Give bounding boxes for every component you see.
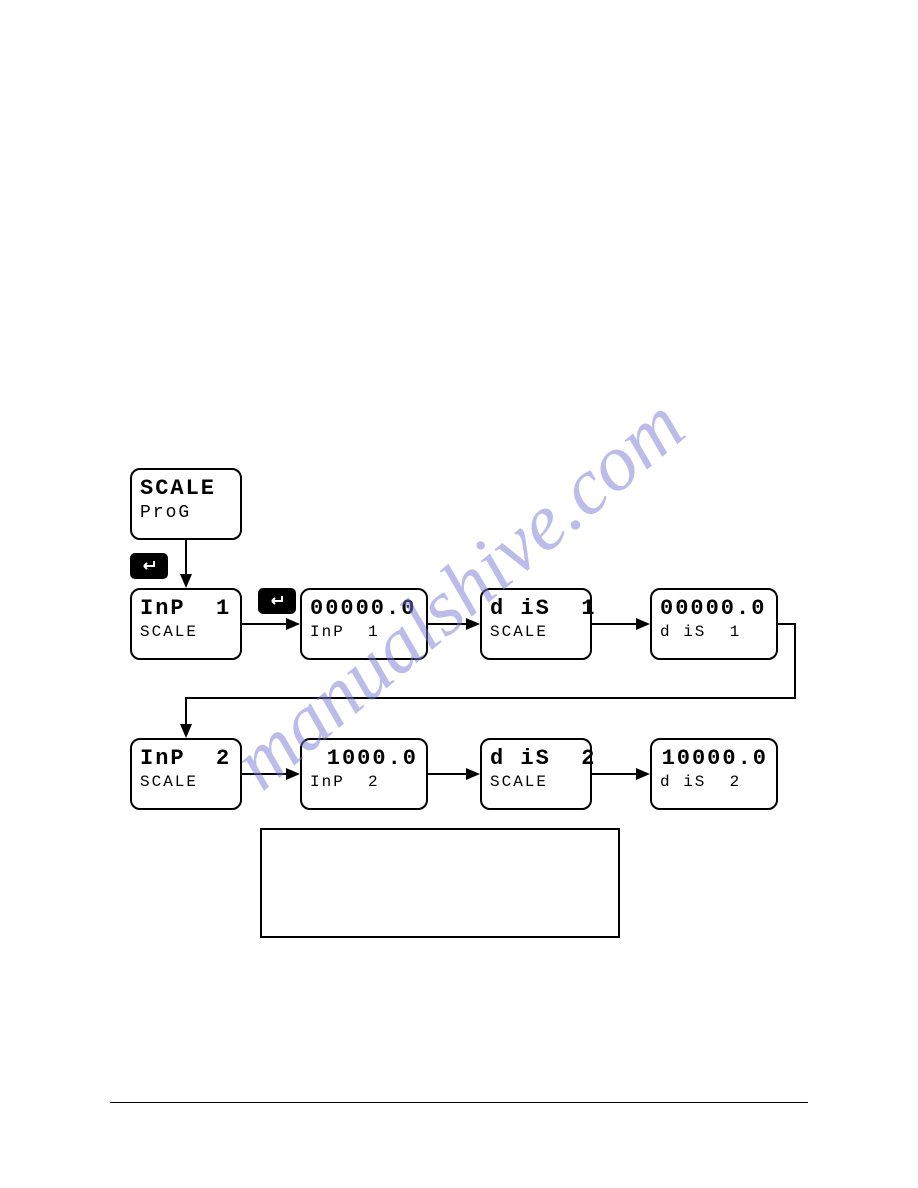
node-bot-text: InP 2 [310,773,418,791]
enter-icon [258,588,296,614]
node-val1: 00000.0 InP 1 [300,588,428,660]
node-top-text: InP 2 [140,746,232,771]
node-bot-text: InP 1 [310,623,418,641]
empty-box [260,828,620,938]
node-bot-text: ProG [140,503,232,523]
node-val2: 1000.0 InP 2 [300,738,428,810]
node-bot-text: SCALE [490,623,582,641]
enter-icon [130,553,168,579]
node-top-text: SCALE [140,476,232,501]
node-top-text: InP 1 [140,596,232,621]
node-bot-text: d iS 2 [660,773,768,791]
node-top-text: 1000.0 [310,746,418,771]
node-bot-text: SCALE [490,773,582,791]
node-dis1: d iS 1 SCALE [480,588,592,660]
node-inp2: InP 2 SCALE [130,738,242,810]
node-top-text: d iS 2 [490,746,582,771]
node-bot-text: SCALE [140,773,232,791]
node-dis2: d iS 2 SCALE [480,738,592,810]
footer-divider [110,1102,808,1103]
node-val-dis2: 10000.0 d iS 2 [650,738,778,810]
node-top-text: 10000.0 [660,746,768,771]
node-inp1: InP 1 SCALE [130,588,242,660]
node-top-text: 00000.0 [310,596,418,621]
node-val-dis1: 00000.0 d iS 1 [650,588,778,660]
flowchart-diagram: SCALE ProG InP 1 SCALE 00000.0 InP 1 d i… [130,468,810,928]
node-top-text: d iS 1 [490,596,582,621]
node-bot-text: d iS 1 [660,623,768,641]
node-top-text: 00000.0 [660,596,768,621]
node-scale-prog: SCALE ProG [130,468,242,540]
node-bot-text: SCALE [140,623,232,641]
